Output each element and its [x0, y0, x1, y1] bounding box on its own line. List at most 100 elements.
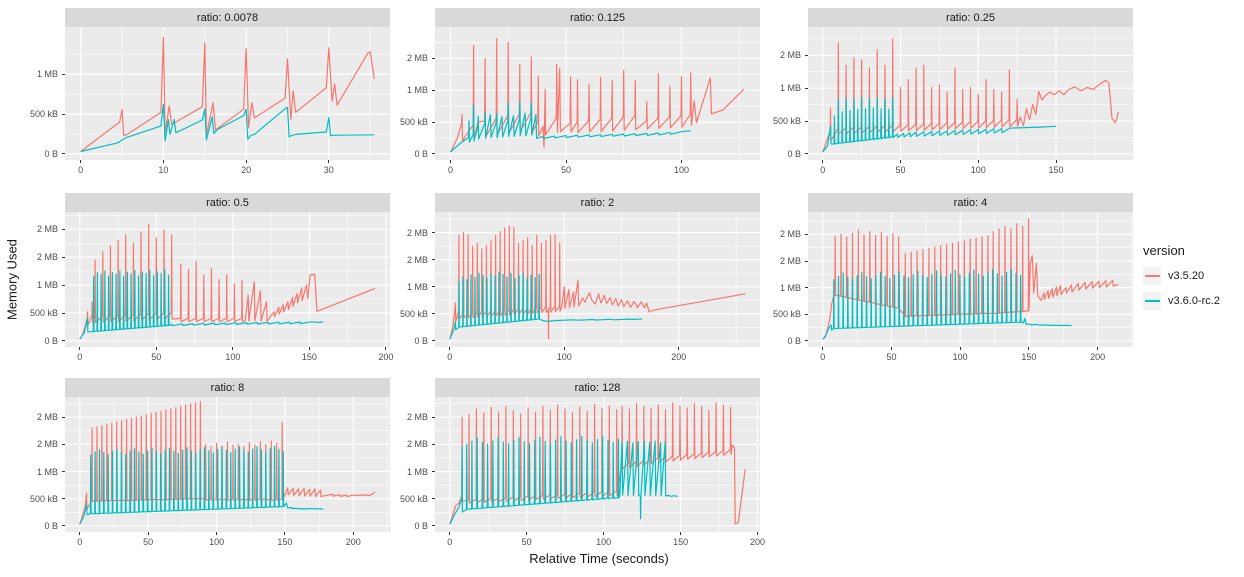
x-tick-label: 150: [1021, 351, 1037, 362]
y-tick-label: 1 MB: [779, 282, 801, 293]
x-tick-label: 50: [886, 351, 897, 362]
y-tick-mark: [62, 416, 65, 418]
x-tick-label: 20: [241, 164, 252, 175]
series-line-v3.5.20: [449, 402, 746, 525]
x-tick-mark: [1028, 347, 1030, 350]
facet-strip: ratio: 0.5: [65, 193, 390, 212]
y-tick-label: 2 MB: [36, 224, 58, 235]
x-tick-mark: [1097, 347, 1099, 350]
x-tick-label: 10: [158, 164, 169, 175]
x-tick-mark: [900, 160, 901, 163]
x-tick-mark: [449, 532, 451, 535]
y-tick-mark: [62, 228, 65, 230]
x-tick-mark: [155, 347, 157, 350]
series-line-v3.6.0-rc.2: [450, 101, 691, 153]
y-tick-mark: [62, 498, 65, 500]
legend-item-v3.5.20: v3.5.20: [1143, 267, 1243, 285]
facet-strip: ratio: 8: [65, 378, 390, 397]
y-tick-mark: [805, 340, 808, 342]
x-tick-mark: [526, 532, 528, 535]
y-tick-label: 0 B: [44, 148, 58, 159]
y-tick-label: 2 MB: [36, 252, 58, 263]
x-tick-label: 0: [820, 164, 826, 175]
y-tick-mark: [805, 120, 808, 122]
series-line-v3.5.20: [822, 38, 1119, 153]
x-tick-label: 0: [77, 351, 83, 362]
y-tick-mark: [432, 416, 435, 418]
facet-panel: [808, 212, 1133, 347]
y-tick-mark: [432, 232, 435, 234]
x-tick-label: 200: [749, 536, 766, 547]
y-tick-label: 2 MB: [406, 254, 428, 265]
y-tick-label: 0 B: [414, 520, 428, 531]
x-tick-mark: [80, 160, 82, 163]
legend-key-line-icon: [1144, 300, 1160, 302]
y-tick-label: 500 kB: [772, 116, 801, 127]
y-tick-mark: [432, 498, 435, 500]
x-axis-title: Relative Time (seconds): [529, 551, 669, 566]
x-tick-mark: [1055, 160, 1057, 163]
y-tick-label: 2 MB: [406, 412, 428, 423]
series-line-v3.5.20: [449, 37, 745, 153]
x-tick-label: 100: [970, 164, 986, 175]
x-tick-mark: [891, 347, 892, 350]
series-line-v3.6.0-rc.2: [822, 268, 1072, 340]
facet-strip: ratio: 0.25: [808, 8, 1133, 27]
x-tick-label: 150: [1048, 164, 1064, 175]
y-tick-mark: [62, 73, 65, 75]
y-tick-mark: [62, 312, 65, 314]
y-tick-mark: [432, 286, 435, 288]
x-tick-mark: [678, 347, 680, 350]
y-tick-mark: [432, 525, 435, 527]
x-tick-mark: [308, 347, 310, 350]
x-tick-label: 100: [596, 536, 612, 547]
y-tick-label: 500 kB: [29, 308, 58, 318]
y-tick-label: 2 MB: [779, 256, 801, 266]
x-tick-label: 50: [143, 536, 154, 547]
y-tick-mark: [805, 287, 808, 289]
x-tick-label: 150: [301, 351, 317, 362]
y-tick-label: 0 B: [44, 520, 58, 531]
y-tick-label: 500 kB: [772, 309, 801, 320]
facet-strip: ratio: 2: [435, 193, 760, 212]
facet-panel: [435, 397, 760, 532]
facet-strip: ratio: 0.125: [435, 8, 760, 27]
x-tick-label: 100: [556, 351, 572, 362]
x-tick-mark: [565, 160, 567, 163]
legend-item-label: v3.6.0-rc.2: [1168, 295, 1220, 307]
y-tick-mark: [432, 121, 435, 123]
x-tick-label: 0: [447, 164, 453, 175]
x-tick-label: 200: [1090, 351, 1106, 362]
y-tick-mark: [432, 89, 435, 91]
legend: version v3.5.20 v3.6.0-rc.2: [1143, 243, 1243, 317]
y-tick-mark: [62, 471, 65, 472]
x-tick-label: 50: [560, 164, 571, 175]
legend-key: [1143, 267, 1161, 285]
x-tick-label: 200: [378, 351, 394, 362]
facet-panel: [65, 212, 390, 347]
x-tick-label: 0: [820, 351, 826, 362]
y-tick-mark: [432, 153, 435, 155]
x-tick-mark: [603, 532, 605, 535]
y-tick-mark: [432, 340, 435, 342]
x-tick-mark: [449, 347, 451, 350]
x-tick-label: 100: [209, 536, 225, 547]
x-tick-label: 200: [345, 536, 361, 547]
legend-key-line-icon: [1144, 275, 1160, 277]
y-tick-label: 1 MB: [36, 280, 58, 291]
x-tick-label: 50: [895, 164, 906, 175]
x-tick-label: 30: [323, 164, 334, 175]
y-tick-label: 500 kB: [399, 493, 428, 504]
legend-item-label: v3.5.20: [1168, 270, 1205, 282]
x-tick-label: 0: [447, 351, 453, 362]
legend-title: version: [1143, 243, 1185, 258]
x-tick-label: 50: [521, 536, 532, 547]
y-tick-label: 500 kB: [399, 308, 428, 319]
y-tick-label: 2 MB: [779, 50, 801, 61]
y-tick-label: 0 B: [414, 335, 428, 346]
y-tick-label: 1 MB: [406, 466, 428, 477]
y-tick-label: 0 B: [414, 148, 428, 159]
x-tick-mark: [450, 160, 451, 163]
y-tick-mark: [805, 54, 808, 56]
